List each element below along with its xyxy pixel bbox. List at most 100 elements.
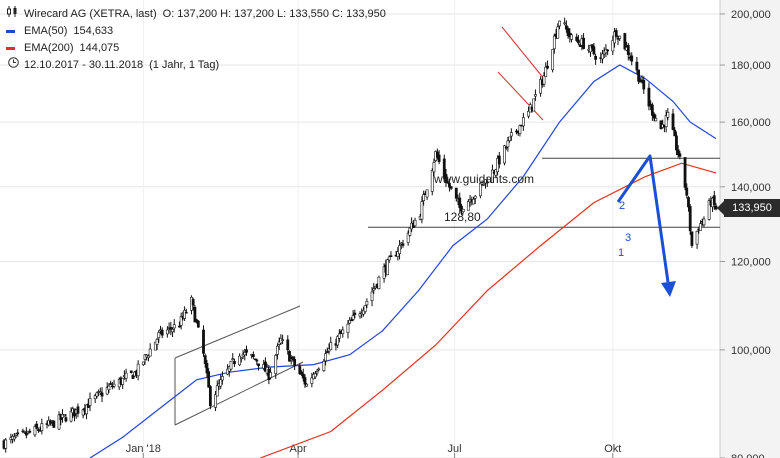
candle-body bbox=[399, 242, 403, 245]
candle-body bbox=[131, 374, 135, 379]
candle bbox=[484, 179, 487, 189]
candle bbox=[121, 377, 125, 389]
candle bbox=[504, 146, 508, 151]
candle-body bbox=[546, 65, 549, 69]
candle-body bbox=[635, 61, 639, 71]
ema200-line bbox=[260, 162, 717, 458]
candle-body bbox=[504, 146, 508, 149]
candle-body bbox=[28, 430, 32, 433]
candle-body bbox=[317, 368, 321, 371]
candle bbox=[221, 371, 224, 385]
candle bbox=[527, 106, 530, 119]
candle-body bbox=[207, 371, 211, 388]
candle-body bbox=[396, 251, 400, 257]
candle-body bbox=[389, 255, 393, 258]
candle-body bbox=[353, 312, 357, 315]
candle-body bbox=[454, 187, 458, 199]
candle bbox=[454, 187, 458, 202]
candle-body bbox=[205, 363, 209, 374]
candlesticks bbox=[2, 17, 718, 453]
candle bbox=[401, 239, 405, 248]
candle bbox=[399, 242, 403, 250]
candle bbox=[24, 427, 28, 439]
candle bbox=[566, 26, 570, 39]
candle-body bbox=[329, 342, 333, 351]
candle-body bbox=[372, 288, 376, 291]
candle-body bbox=[253, 358, 257, 361]
candle-body bbox=[623, 33, 627, 50]
candle-body bbox=[496, 158, 499, 173]
candle-body bbox=[637, 69, 641, 82]
candle-body bbox=[98, 391, 102, 394]
candle bbox=[687, 196, 690, 212]
candle bbox=[683, 157, 687, 191]
candle bbox=[243, 348, 247, 361]
candle bbox=[109, 380, 113, 385]
chart-legend: Wirecard AG (XETRA, last) O: 137,200 H: … bbox=[6, 6, 386, 74]
candle bbox=[193, 304, 197, 323]
candle bbox=[386, 258, 389, 276]
candle-body bbox=[362, 310, 365, 315]
candle-body bbox=[386, 259, 389, 276]
candle-body bbox=[473, 195, 477, 199]
candle-body bbox=[214, 394, 217, 408]
candle bbox=[81, 408, 85, 419]
candle bbox=[313, 371, 317, 380]
candle-body bbox=[257, 363, 260, 367]
candle bbox=[592, 42, 596, 56]
candle bbox=[534, 89, 537, 101]
candle bbox=[229, 360, 233, 371]
candle bbox=[341, 326, 345, 338]
candle bbox=[650, 102, 654, 121]
candle-body bbox=[81, 409, 85, 416]
candle-body bbox=[702, 218, 706, 226]
candle bbox=[215, 380, 219, 397]
candle bbox=[183, 306, 186, 321]
candle bbox=[196, 320, 200, 328]
candle bbox=[346, 320, 350, 339]
candle-body bbox=[160, 329, 164, 336]
candle-body bbox=[578, 44, 582, 47]
candle bbox=[253, 358, 257, 361]
candle bbox=[365, 298, 369, 309]
candle bbox=[257, 363, 260, 371]
candle-body bbox=[420, 201, 424, 220]
candle-body bbox=[370, 291, 374, 301]
candle bbox=[614, 28, 618, 38]
wave-label: 1 bbox=[618, 247, 624, 259]
candle-body bbox=[136, 363, 140, 377]
candle bbox=[458, 192, 462, 213]
candle-body bbox=[425, 189, 429, 198]
candle bbox=[153, 341, 157, 351]
candle-body bbox=[184, 311, 188, 314]
x-tick-label: Jan '18 bbox=[126, 443, 161, 455]
candle bbox=[49, 419, 52, 426]
candle bbox=[370, 286, 374, 307]
candle bbox=[291, 355, 295, 362]
candle-body bbox=[341, 329, 345, 334]
candle-body bbox=[564, 25, 568, 30]
candle-body bbox=[16, 432, 20, 435]
candle bbox=[281, 334, 285, 345]
y-tick-label: 120,000 bbox=[731, 257, 771, 269]
candle bbox=[497, 152, 501, 169]
candle-body bbox=[494, 169, 498, 176]
candle-body bbox=[695, 230, 699, 245]
candle-body bbox=[40, 423, 44, 431]
candle-body bbox=[303, 377, 307, 385]
candle-body bbox=[589, 45, 592, 53]
candle bbox=[351, 309, 355, 322]
candle bbox=[564, 20, 568, 33]
candle-body bbox=[100, 392, 104, 397]
candle bbox=[647, 82, 651, 111]
candle bbox=[264, 357, 267, 372]
candle bbox=[76, 403, 80, 418]
candle bbox=[293, 356, 297, 371]
candle-body bbox=[276, 345, 279, 355]
candle bbox=[239, 357, 243, 363]
candle-body bbox=[322, 361, 326, 371]
channel-lower-line bbox=[174, 361, 304, 426]
candle-body bbox=[458, 197, 462, 208]
period-interval: (1 Jahr, 1 Tag) bbox=[149, 59, 220, 71]
candle bbox=[107, 383, 111, 393]
